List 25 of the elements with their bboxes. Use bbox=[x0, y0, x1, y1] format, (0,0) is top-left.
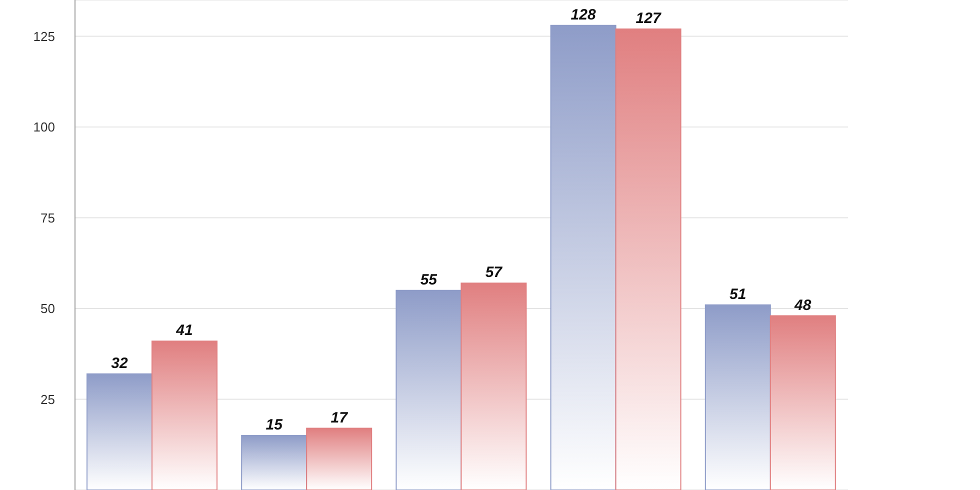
data-label: 128 bbox=[570, 6, 596, 24]
y-tick-label: 75 bbox=[40, 210, 55, 226]
bar bbox=[306, 428, 372, 490]
data-label: 41 bbox=[175, 322, 193, 340]
y-tick-label: 125 bbox=[33, 28, 55, 44]
bar bbox=[241, 435, 308, 490]
bar bbox=[86, 373, 152, 490]
data-label: 17 bbox=[330, 409, 348, 426]
y-tick-label: 25 bbox=[40, 392, 55, 407]
bar bbox=[770, 315, 836, 490]
data-label: 32 bbox=[111, 354, 128, 372]
bar bbox=[152, 340, 218, 490]
bar bbox=[704, 304, 771, 490]
data-label: 51 bbox=[730, 286, 746, 303]
y-tick-label: 100 bbox=[33, 120, 55, 135]
bar bbox=[615, 28, 682, 490]
data-label: 15 bbox=[266, 416, 284, 434]
data-label: 48 bbox=[794, 296, 812, 314]
y-tick-label: 50 bbox=[40, 301, 55, 316]
data-label: 57 bbox=[485, 264, 503, 282]
bar bbox=[396, 290, 462, 490]
bar bbox=[460, 282, 527, 490]
data-label: 127 bbox=[636, 10, 662, 28]
bar bbox=[550, 24, 616, 490]
data-label: 55 bbox=[420, 271, 438, 288]
